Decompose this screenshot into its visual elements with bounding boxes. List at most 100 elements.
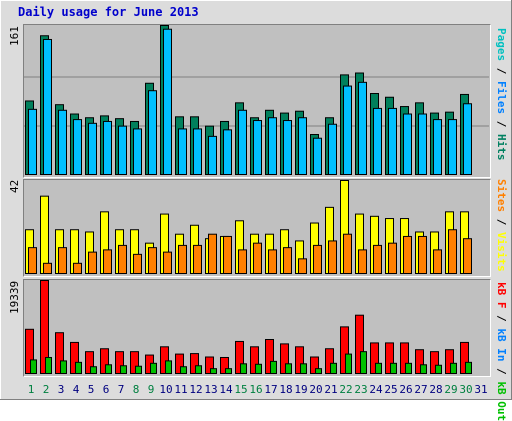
bar-sites-day-16: [253, 242, 262, 275]
bar-files-day-9: [148, 90, 157, 175]
bar-sites-day-18: [283, 247, 292, 274]
bar-files-day-28: [433, 119, 442, 175]
bar-kbout-day-12: [195, 365, 202, 375]
bar-visits-day-2: [40, 195, 49, 275]
bar-kbout-day-22: [345, 353, 352, 375]
bar-sites-day-29: [448, 229, 457, 275]
bar-kbout-day-24: [375, 362, 382, 375]
bar-files-day-25: [388, 107, 397, 175]
bar-sites-day-1: [28, 247, 37, 274]
day-label-12: 12: [189, 383, 203, 396]
day-label-1: 1: [27, 383, 35, 396]
bar-files-day-10: [163, 28, 172, 175]
bar-files-day-29: [448, 119, 457, 175]
chart-title: Daily usage for June 2013: [18, 5, 199, 19]
bar-kbf-day-19: [295, 346, 304, 375]
bar-sites-day-28: [433, 249, 442, 274]
day-label-16: 16: [249, 383, 263, 396]
bar-kbf-day-10: [160, 346, 169, 375]
bar-kbf-day-22: [340, 326, 349, 375]
bar-kbout-day-13: [210, 368, 217, 375]
bar-kbout-day-16: [255, 363, 262, 374]
bar-sites-day-17: [268, 249, 277, 274]
day-label-20: 20: [309, 383, 323, 396]
bar-sites-day-3: [58, 247, 67, 274]
bar-files-day-14: [223, 129, 232, 175]
frame-edge-top: [0, 0, 512, 1]
bar-kbf-day-28: [430, 351, 439, 374]
bar-kbf-day-11: [175, 353, 184, 375]
bar-files-day-13: [208, 135, 217, 176]
bar-kbf-day-6: [100, 348, 109, 375]
day-label-14: 14: [219, 383, 233, 396]
bar-files-day-26: [403, 113, 412, 175]
day-label-25: 25: [384, 383, 398, 396]
day-label-31: 31: [474, 383, 488, 396]
bar-kbout-day-9: [150, 362, 157, 375]
bar-sites-day-20: [313, 244, 322, 274]
bar-sites-day-24: [373, 244, 382, 274]
bar-files-day-19: [298, 117, 307, 175]
bar-files-day-5: [88, 122, 97, 175]
bar-files-day-6: [103, 120, 112, 175]
bar-kbout-day-2: [45, 356, 52, 374]
bar-kbf-day-8: [130, 351, 139, 374]
day-label-4: 4: [72, 383, 80, 396]
bar-files-day-20: [313, 137, 322, 176]
bar-sites-day-12: [193, 244, 202, 274]
bar-kbout-day-26: [405, 362, 412, 375]
bar-kbf-day-17: [265, 339, 274, 374]
bar-files-day-4: [73, 119, 82, 175]
bar-kbf-day-27: [415, 349, 424, 375]
day-label-9: 9: [147, 383, 155, 396]
bar-kbout-day-23: [360, 351, 367, 374]
bar-kbf-day-30: [460, 341, 469, 374]
day-label-17: 17: [264, 383, 278, 396]
bar-kbout-day-5: [90, 366, 97, 374]
bar-sites-day-22: [343, 233, 352, 274]
chart-plot-area: [24, 25, 489, 375]
bar-sites-day-30: [463, 238, 472, 274]
bar-sites-day-7: [118, 244, 127, 274]
bar-sites-day-6: [103, 249, 112, 274]
day-label-29: 29: [444, 383, 458, 396]
bar-kbout-day-21: [330, 362, 337, 375]
bar-kbf-day-3: [55, 332, 64, 374]
bar-kbout-day-14: [225, 368, 232, 375]
day-label-8: 8: [132, 383, 140, 396]
bar-kbout-day-27: [420, 364, 427, 375]
bar-kbout-day-15: [240, 363, 247, 374]
day-label-5: 5: [87, 383, 95, 396]
bar-files-day-8: [133, 128, 142, 176]
day-label-28: 28: [429, 383, 443, 396]
bar-kbf-day-7: [115, 351, 124, 374]
bar-kbout-day-6: [105, 364, 112, 375]
day-label-21: 21: [324, 383, 338, 396]
bar-sites-day-9: [148, 247, 157, 274]
day-label-26: 26: [399, 383, 413, 396]
day-label-19: 19: [294, 383, 308, 396]
bar-sites-day-4: [73, 262, 82, 274]
bar-kbout-day-4: [75, 361, 82, 374]
day-label-3: 3: [57, 383, 65, 396]
bar-sites-day-2: [43, 262, 52, 274]
bar-kbf-day-23: [355, 314, 364, 374]
bar-sites-day-26: [403, 235, 412, 274]
bar-kbout-day-7: [120, 365, 127, 375]
bar-kbout-day-11: [180, 366, 187, 374]
bar-kbout-day-17: [270, 360, 277, 374]
bar-kbout-day-3: [60, 360, 67, 375]
day-label-30: 30: [459, 383, 473, 396]
bar-files-day-18: [283, 120, 292, 176]
bar-files-day-16: [253, 120, 262, 176]
bar-kbf-day-12: [190, 353, 199, 375]
bar-kbout-day-19: [300, 363, 307, 374]
bar-kbout-day-25: [390, 362, 397, 375]
bar-kbout-day-20: [315, 368, 322, 375]
bar-sites-day-21: [328, 240, 337, 275]
bar-sites-day-19: [298, 258, 307, 275]
bar-sites-day-15: [238, 249, 247, 274]
bar-files-day-3: [58, 109, 67, 175]
bar-sites-day-27: [418, 235, 427, 274]
bar-kbf-day-13: [205, 356, 214, 374]
